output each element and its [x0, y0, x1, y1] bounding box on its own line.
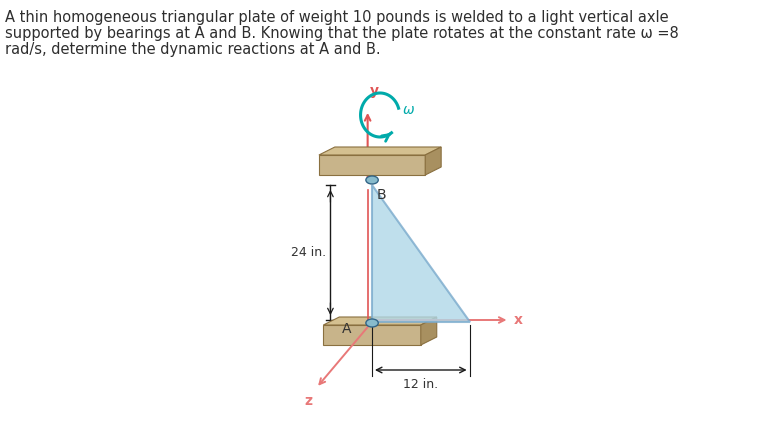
Polygon shape	[420, 317, 436, 345]
Text: A thin homogeneous triangular plate of weight 10 pounds is welded to a light ver: A thin homogeneous triangular plate of w…	[5, 10, 669, 25]
Polygon shape	[324, 317, 436, 325]
Text: 12 in.: 12 in.	[403, 378, 439, 391]
Ellipse shape	[366, 319, 378, 327]
Text: x: x	[513, 313, 523, 327]
Text: ω: ω	[403, 103, 415, 117]
Text: supported by bearings at A and B. Knowing that the plate rotates at the constant: supported by bearings at A and B. Knowin…	[5, 26, 679, 41]
Text: y: y	[370, 84, 379, 98]
Polygon shape	[324, 325, 420, 345]
Text: 24 in.: 24 in.	[291, 246, 326, 259]
Polygon shape	[425, 147, 441, 175]
Text: B: B	[376, 188, 386, 202]
Polygon shape	[319, 147, 441, 155]
Ellipse shape	[366, 176, 378, 184]
Text: z: z	[304, 394, 313, 408]
Text: rad/s, determine the dynamic reactions at A and B.: rad/s, determine the dynamic reactions a…	[5, 42, 381, 57]
Polygon shape	[319, 155, 425, 175]
Polygon shape	[372, 185, 469, 322]
Text: A: A	[342, 322, 352, 336]
